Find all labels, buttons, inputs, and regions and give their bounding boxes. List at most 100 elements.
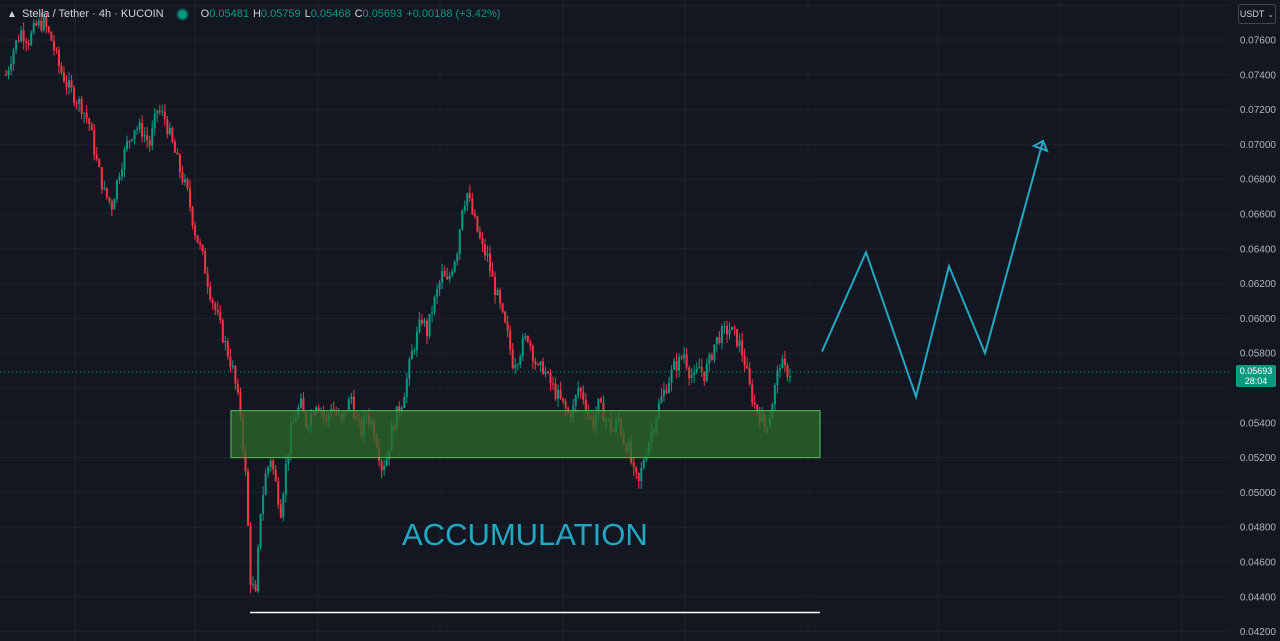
candle-body (773, 385, 776, 405)
candle-body (398, 406, 401, 413)
candle-body (30, 32, 33, 45)
candle-body (640, 467, 643, 481)
candle-body (181, 172, 184, 183)
candle-body (282, 494, 285, 518)
candle-body (244, 450, 247, 472)
candle-body (534, 360, 537, 365)
candle-body (60, 66, 63, 73)
candle-body (413, 350, 416, 352)
candle-body (161, 111, 164, 113)
candle-body (557, 389, 560, 399)
candle-body (423, 320, 426, 324)
candle-body (158, 110, 161, 112)
candle-body (90, 124, 93, 131)
candle-body (718, 337, 721, 343)
candle-body (433, 296, 436, 313)
candle-body (700, 366, 703, 372)
candle-body (675, 361, 678, 371)
candle-body (115, 180, 118, 200)
candle-body (204, 251, 207, 274)
candle-body (597, 398, 600, 415)
candle-body (224, 340, 227, 343)
candle-body (299, 398, 302, 408)
candle-body (564, 401, 567, 409)
candle-body (738, 340, 741, 347)
candle-body (463, 205, 466, 211)
candle-body (410, 350, 413, 360)
candle-body (93, 130, 96, 155)
candle-body (110, 201, 113, 210)
candle-body (635, 467, 638, 473)
candle-body (466, 192, 469, 206)
candle-body (514, 365, 517, 369)
candle-body (489, 253, 492, 271)
candle-body (332, 409, 335, 411)
candle-body (431, 312, 434, 314)
candle-body (247, 471, 250, 526)
candle-body (143, 135, 146, 137)
price-tick-label: 0.06400 (1240, 244, 1277, 255)
grid-lines (0, 0, 1230, 641)
candle-body (55, 50, 58, 52)
candle-body (736, 328, 739, 347)
candle-body (264, 473, 267, 495)
candle-body (65, 81, 68, 88)
candle-body (554, 383, 557, 399)
candle-body (257, 547, 260, 592)
candle-body (234, 366, 237, 384)
stella-logo-icon: ▲ (7, 8, 17, 20)
candle-body (509, 330, 512, 350)
candle-body (151, 128, 154, 146)
projection-arrowhead-icon (1031, 139, 1049, 153)
candle-body (249, 525, 252, 586)
candle-body (211, 299, 214, 304)
candle-body (673, 361, 676, 370)
candle-body (471, 198, 474, 214)
price-tick-label: 0.05400 (1240, 418, 1277, 429)
candle-body (126, 141, 129, 150)
candle-body (5, 74, 7, 76)
candle-body (12, 50, 15, 64)
price-tick-label: 0.06800 (1240, 175, 1277, 186)
accumulation-label[interactable]: ACCUMULATION (402, 517, 648, 552)
candle-body (254, 584, 257, 592)
candle-body (577, 387, 580, 396)
candles (5, 12, 791, 594)
accumulation-zone[interactable] (230, 410, 821, 459)
candle-body (239, 392, 242, 417)
symbol-title[interactable]: Stella / Tether · 4h · KUCOIN (22, 8, 164, 20)
candle-body (448, 275, 451, 280)
candle-body (458, 229, 461, 255)
candle-body (274, 469, 277, 482)
candle-body (546, 371, 549, 373)
market-status-icon[interactable] (177, 9, 187, 19)
price-tick-label: 0.06200 (1240, 279, 1277, 290)
price-tick-label: 0.07400 (1240, 70, 1277, 81)
candle-body (380, 461, 383, 471)
candle-body (68, 80, 71, 88)
candle-body (141, 122, 144, 137)
price-axis[interactable]: 0.07600 0.07400 0.07200 0.07000 0.06800 0.066… (1240, 36, 1277, 639)
candle-body (196, 235, 199, 243)
candle-body (536, 364, 539, 366)
candle-body (199, 242, 202, 246)
candle-body (83, 112, 86, 114)
candle-body (665, 389, 668, 393)
high-label: H (252, 8, 261, 20)
candle-body (521, 338, 524, 357)
candle-body (408, 359, 411, 379)
candle-body (352, 396, 355, 418)
candle-body (95, 154, 98, 160)
candle-body (194, 225, 197, 236)
candle-body (541, 361, 544, 374)
currency-selector[interactable]: USDT ⌄ (1238, 4, 1276, 24)
candle-body (216, 309, 219, 313)
candle-body (713, 344, 716, 360)
candle-body (163, 111, 166, 120)
candle-body (403, 396, 406, 408)
candle-body (209, 286, 212, 300)
candle-body (259, 513, 262, 548)
candle-body (302, 398, 305, 412)
projection-path[interactable] (821, 140, 1044, 401)
